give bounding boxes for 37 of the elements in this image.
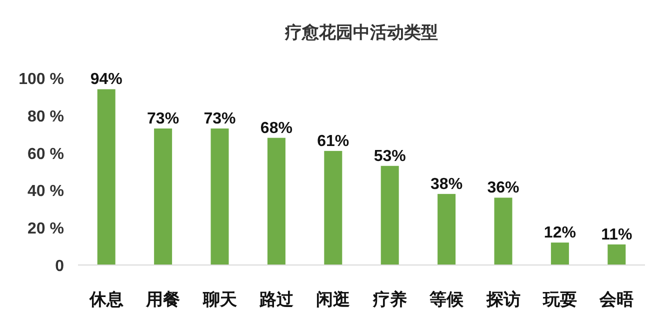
x-tick-label: 探访 bbox=[485, 290, 520, 309]
data-label: 73% bbox=[204, 110, 236, 128]
bar bbox=[97, 89, 116, 265]
data-label: 68% bbox=[260, 120, 292, 137]
data-label: 61% bbox=[317, 132, 350, 150]
x-tick-label: 用餐 bbox=[145, 290, 180, 309]
y-tick-label: 40 % bbox=[28, 183, 64, 200]
data-label: 11% bbox=[601, 226, 632, 244]
data-label: 38% bbox=[430, 176, 463, 193]
x-tick-label: 玩耍 bbox=[542, 290, 577, 309]
bar bbox=[210, 128, 229, 265]
x-tick-label: 聊天 bbox=[202, 290, 237, 309]
y-tick-label: 60 % bbox=[28, 146, 64, 163]
x-tick-label: 会晤 bbox=[598, 290, 634, 309]
chart-title: 疗愈花园中活动类型 bbox=[284, 23, 438, 42]
x-tick-label: 闲逛 bbox=[316, 290, 350, 309]
bar bbox=[494, 198, 512, 265]
bar bbox=[380, 166, 399, 265]
data-label: 94% bbox=[90, 71, 122, 88]
y-tick-label: 0 bbox=[55, 258, 64, 275]
x-tick-label: 休息 bbox=[88, 290, 124, 309]
x-tick-label: 等候 bbox=[428, 290, 465, 309]
data-label: 53% bbox=[374, 148, 406, 165]
x-tick-label: 路过 bbox=[258, 290, 294, 309]
y-tick-label: 80 % bbox=[28, 108, 64, 126]
bar bbox=[324, 150, 342, 265]
bar bbox=[550, 242, 569, 265]
bar bbox=[154, 128, 172, 265]
bar bbox=[608, 244, 626, 265]
data-label: 12% bbox=[544, 224, 576, 242]
data-label: 36% bbox=[487, 180, 520, 197]
y-tick-label: 100 % bbox=[18, 71, 64, 88]
x-tick-label: 疗养 bbox=[372, 290, 407, 309]
data-label: 73% bbox=[147, 110, 180, 128]
bar bbox=[267, 138, 286, 265]
y-tick-label: 20 % bbox=[28, 220, 64, 238]
bar bbox=[438, 194, 456, 265]
